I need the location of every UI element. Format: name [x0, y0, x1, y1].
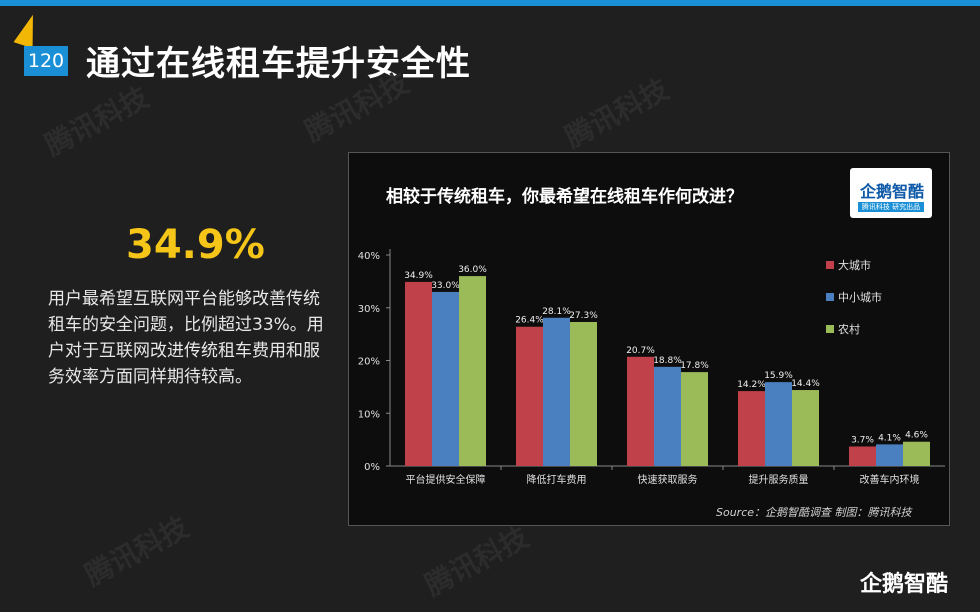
highlight-description: 用户最希望互联网平台能够改善传统租车的安全问题，比例超过33%。用户对于互联网改…	[48, 289, 324, 387]
legend-label: 中小城市	[838, 290, 882, 304]
legend-swatch	[826, 261, 834, 269]
data-label: 3.7%	[851, 435, 874, 445]
bar-2-0	[459, 276, 486, 466]
page-title: 通过在线租车提升安全性	[86, 44, 471, 84]
bar-0-4	[849, 446, 876, 466]
data-label: 34.9%	[404, 271, 433, 281]
y-tick-label: 40%	[358, 251, 380, 262]
data-label: 4.6%	[905, 431, 928, 441]
data-label: 4.1%	[878, 433, 901, 443]
data-label: 20.7%	[626, 346, 655, 356]
data-label: 27.3%	[569, 311, 598, 321]
slide-number: 120	[24, 46, 68, 76]
data-label: 33.0%	[431, 281, 460, 291]
x-tick-label: 平台提供安全保障	[406, 473, 486, 486]
bar-0-2	[627, 356, 654, 466]
footer-brand: 企鹅智酷	[860, 572, 949, 597]
y-tick-label: 10%	[358, 409, 380, 420]
legend-swatch	[826, 293, 834, 301]
y-tick-label: 0%	[364, 462, 380, 473]
x-tick-label: 改善车内环境	[860, 473, 920, 486]
bar-1-4	[876, 444, 903, 466]
data-label: 15.9%	[764, 371, 793, 381]
chart-source: Source：企鹅智酷调查 制图：腾讯科技	[716, 506, 912, 519]
data-label: 28.1%	[542, 307, 571, 317]
bar-1-2	[654, 366, 681, 466]
legend-label: 大城市	[838, 258, 871, 272]
bar-2-4	[903, 441, 930, 466]
y-tick-label: 30%	[358, 304, 380, 315]
bar-2-1	[570, 321, 597, 466]
data-label: 14.2%	[737, 380, 766, 390]
highlight-stat: 34.9%	[126, 222, 265, 268]
top-accent-bar	[0, 0, 980, 6]
data-label: 17.8%	[680, 361, 709, 371]
data-label: 14.4%	[791, 379, 820, 389]
bar-0-1	[516, 326, 543, 466]
bar-1-3	[765, 382, 792, 466]
bar-2-3	[792, 390, 819, 466]
y-tick-label: 20%	[358, 357, 380, 368]
x-tick-label: 提升服务质量	[749, 473, 809, 486]
bar-1-1	[543, 317, 570, 466]
bar-0-3	[738, 391, 765, 466]
logo-name: 企鹅智酷	[860, 182, 925, 201]
legend-label: 农村	[838, 322, 860, 336]
data-label: 26.4%	[515, 316, 544, 326]
legend-swatch	[826, 325, 834, 333]
bar-1-0	[432, 291, 459, 466]
data-label: 18.8%	[653, 356, 682, 366]
bar-2-2	[681, 372, 708, 466]
chart-title: 相较于传统租车，你最希望在线租车作何改进？	[386, 187, 743, 207]
x-tick-label: 降低打车费用	[527, 473, 587, 486]
x-tick-label: 快速获取服务	[638, 473, 698, 486]
bar-0-0	[405, 281, 432, 466]
logo-tagline: 腾讯科技 研究出品	[858, 202, 924, 212]
data-label: 36.0%	[458, 265, 487, 275]
